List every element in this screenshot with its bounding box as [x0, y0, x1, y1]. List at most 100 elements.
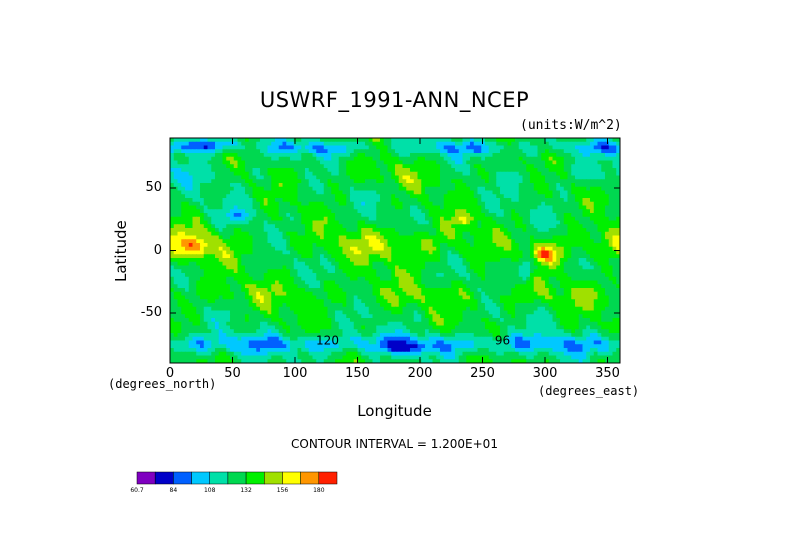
- contour-cell: [421, 213, 426, 218]
- contour-cell: [507, 186, 512, 192]
- contour-cell: [552, 138, 557, 143]
- contour-cell: [481, 141, 486, 147]
- contour-cell: [196, 258, 201, 263]
- contour-cell: [428, 284, 434, 289]
- contour-cell: [200, 273, 205, 278]
- contour-cell: [526, 216, 531, 222]
- contour-cell: [477, 141, 482, 147]
- contour-cell: [196, 273, 201, 278]
- contour-cell: [170, 153, 175, 158]
- contour-cell: [590, 186, 595, 192]
- contour-cell: [245, 198, 250, 203]
- contour-cell: [320, 254, 325, 259]
- contour-cell: [395, 160, 400, 165]
- contour-cell: [462, 141, 467, 147]
- contour-cell: [507, 198, 512, 203]
- contour-cell: [451, 288, 456, 293]
- contour-cell: [466, 254, 471, 259]
- contour-cell: [451, 246, 456, 252]
- contour-cell: [406, 175, 411, 180]
- contour-cell: [185, 231, 190, 237]
- contour-cell: [372, 250, 377, 255]
- contour-cell: [350, 231, 355, 237]
- contour-cell: [241, 235, 246, 240]
- contour-cell: [241, 209, 246, 214]
- contour-cell: [188, 190, 194, 195]
- contour-cell: [241, 153, 246, 158]
- contour-cell: [260, 141, 265, 147]
- contour-cell: [515, 235, 520, 240]
- contour-cell: [327, 141, 332, 147]
- contour-cell: [406, 258, 411, 263]
- contour-cell: [252, 190, 257, 195]
- contour-cell: [507, 156, 512, 162]
- contour-cell: [571, 201, 576, 207]
- contour-cell: [316, 213, 321, 218]
- contour-cell: [290, 201, 295, 207]
- contour-cell: [387, 141, 392, 147]
- contour-cell: [586, 213, 591, 218]
- contour-cell: [286, 194, 291, 199]
- contour-cell: [233, 250, 239, 255]
- contour-cell: [567, 209, 572, 214]
- contour-cell: [215, 194, 220, 199]
- contour-cell: [188, 254, 194, 259]
- contour-cell: [222, 209, 227, 214]
- contour-cell: [582, 186, 587, 192]
- contour-cell: [230, 201, 235, 207]
- contour-cell: [608, 153, 614, 158]
- contour-cell: [305, 186, 310, 192]
- contour-cell: [451, 156, 456, 162]
- contour-cell: [447, 231, 452, 237]
- contour-cell: [541, 186, 546, 192]
- contour-cell: [185, 171, 190, 177]
- contour-cell: [582, 258, 587, 263]
- contour-cell: [507, 160, 512, 165]
- contour-cell: [605, 164, 610, 169]
- contour-cell: [350, 246, 355, 252]
- contour-cell: [548, 261, 554, 267]
- contour-cell: [515, 201, 520, 207]
- contour-cell: [428, 175, 434, 180]
- contour-cell: [503, 239, 509, 244]
- contour-cell: [548, 220, 554, 225]
- contour-cell: [387, 179, 392, 184]
- contour-cell: [196, 269, 201, 274]
- contour-cell: [196, 153, 201, 158]
- contour-cell: [376, 258, 381, 263]
- contour-cell: [473, 243, 479, 248]
- contour-cell: [372, 228, 377, 233]
- contour-cell: [331, 149, 336, 154]
- contour-cell: [211, 186, 216, 192]
- contour-cell: [477, 269, 482, 274]
- contour-cell: [593, 183, 599, 188]
- contour-cell: [421, 269, 426, 274]
- contour-cell: [425, 149, 430, 154]
- contour-cell: [368, 209, 374, 214]
- contour-cell: [282, 265, 287, 270]
- contour-cell: [616, 145, 620, 150]
- contour-cell: [350, 269, 355, 274]
- contour-cell: [428, 231, 434, 237]
- contour-cell: [365, 254, 370, 259]
- contour-cell: [323, 183, 329, 188]
- contour-cell: [470, 164, 475, 169]
- contour-cell: [496, 194, 501, 199]
- contour-cell: [316, 153, 321, 158]
- contour-cell: [616, 224, 620, 229]
- contour-cell: [443, 273, 449, 278]
- contour-cell: [177, 183, 182, 188]
- contour-cell: [282, 190, 287, 195]
- contour-cell: [548, 269, 554, 274]
- contour-cell: [387, 231, 392, 237]
- contour-cell: [338, 201, 344, 207]
- contour-cell: [207, 216, 212, 222]
- contour-cell: [237, 276, 242, 282]
- contour-cell: [395, 186, 400, 192]
- contour-cell: [226, 213, 231, 218]
- contour-cell: [432, 141, 437, 147]
- contour-cell: [368, 235, 374, 240]
- contour-cell: [297, 175, 302, 180]
- contour-cell: [530, 164, 535, 169]
- contour-cell: [488, 149, 494, 154]
